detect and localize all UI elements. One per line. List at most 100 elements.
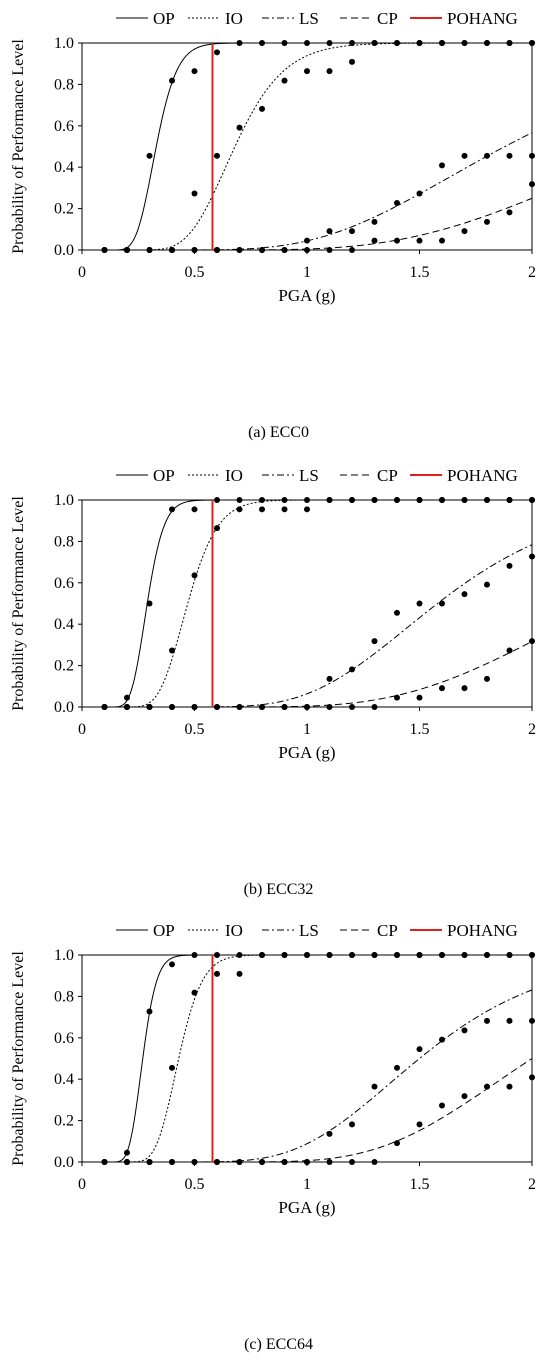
data-point-cp <box>349 1159 355 1165</box>
data-point-ls <box>326 1130 333 1137</box>
y-tick-label: 0.2 <box>54 658 74 675</box>
data-point-io <box>326 497 333 503</box>
x-axis-label: PGA (g) <box>278 286 335 305</box>
y-tick-label: 0.6 <box>54 118 74 135</box>
data-point-cp <box>169 247 175 253</box>
data-point-op <box>124 694 130 701</box>
x-tick-label: 0.5 <box>185 264 205 281</box>
data-point-cp <box>416 237 423 244</box>
data-point-op <box>191 952 198 958</box>
data-point-ls <box>349 666 355 673</box>
data-point-io <box>259 105 265 112</box>
data-point-cp <box>124 1159 130 1165</box>
data-point-io <box>484 497 490 503</box>
y-axis-label: Probability of Performance Level <box>10 951 27 1166</box>
curve-io <box>82 42 532 251</box>
legend-label-ls: LS <box>299 9 319 28</box>
data-point-io <box>529 40 535 46</box>
legend-label-ls: LS <box>299 921 319 940</box>
data-point-ls <box>529 152 535 159</box>
legend-label-op: OP <box>153 921 175 940</box>
data-point-io <box>394 952 400 958</box>
data-point-io <box>506 952 513 958</box>
data-point-op <box>124 1149 130 1156</box>
caption-b: (b) ECC32 <box>243 881 314 898</box>
data-point-op <box>349 40 355 46</box>
data-point-cp <box>416 694 423 701</box>
y-tick-label: 0.2 <box>54 201 74 218</box>
legend-b: OP IO LS CP POHANG <box>116 466 518 485</box>
data-point-ls <box>461 1027 468 1034</box>
legend-label-cp: CP <box>377 9 398 28</box>
x-tick-label: 0 <box>78 721 86 738</box>
data-point-op <box>169 506 175 513</box>
x-tick-label: 1.5 <box>410 264 430 281</box>
data-point-op <box>146 1008 153 1015</box>
data-point-ls <box>349 1121 355 1128</box>
y-tick-label: 0.4 <box>54 1071 74 1088</box>
data-point-ls <box>394 200 400 207</box>
caption-a: (a) ECC0 <box>248 424 309 441</box>
data-point-cp <box>326 247 333 253</box>
x-axis-label: PGA (g) <box>278 1198 335 1217</box>
data-point-cp <box>146 247 153 253</box>
data-point-cp <box>349 247 355 253</box>
data-point-cp <box>506 1083 513 1090</box>
data-point-cp <box>236 1159 243 1165</box>
x-tick-label: 0.5 <box>185 721 205 738</box>
y-tick-label: 0.8 <box>54 533 74 550</box>
data-point-cp <box>281 704 288 710</box>
x-tick-label: 0.5 <box>185 1176 205 1193</box>
data-point-cp <box>484 675 490 682</box>
legend-label-op: OP <box>153 9 175 28</box>
data-point-io <box>326 952 333 958</box>
curve-cp <box>82 1058 532 1163</box>
data-point-ls <box>529 1017 535 1024</box>
y-tick-label: 0.6 <box>54 1030 74 1047</box>
chart-b-svg: OP IO LS CP POHANG 0.0 0.2 0.4 0.6 0.8 1.0 0 0.5 1 1.5… <box>10 466 536 762</box>
data-point-cp <box>304 704 310 710</box>
legend-label-op: OP <box>153 466 175 485</box>
data-point-io <box>506 497 513 503</box>
caption-c: (c) ECC64 <box>244 1336 313 1353</box>
legend-label-ls: LS <box>299 466 319 485</box>
data-point-io <box>259 506 265 513</box>
data-point-cp <box>124 247 130 253</box>
data-point-io <box>529 497 535 503</box>
data-point-io <box>416 497 423 503</box>
data-point-cp <box>214 704 220 710</box>
curve-io <box>82 954 532 1163</box>
data-point-io <box>484 952 490 958</box>
data-point-op <box>191 68 198 75</box>
data-point-io <box>236 506 243 513</box>
data-point-ls <box>506 1017 513 1024</box>
data-point-cp <box>326 704 333 710</box>
data-point-io <box>191 572 198 579</box>
data-point-cp <box>394 1140 400 1147</box>
data-point-ls <box>439 1036 445 1043</box>
data-point-ls <box>506 152 513 159</box>
curve-ls <box>82 544 532 708</box>
y-tick-label: 0.6 <box>54 575 74 592</box>
x-tick-label: 2 <box>528 721 536 738</box>
data-point-op <box>326 40 333 46</box>
data-point-cp <box>101 1159 108 1165</box>
data-point-io <box>416 952 423 958</box>
data-point-cp <box>439 237 445 244</box>
data-point-cp <box>191 1159 198 1165</box>
data-point-io <box>439 952 445 958</box>
x-axis-label: PGA (g) <box>278 743 335 762</box>
data-point-cp <box>259 1159 265 1165</box>
x-tick-label: 2 <box>528 264 536 281</box>
data-point-cp <box>326 1159 333 1165</box>
data-point-io <box>439 40 445 46</box>
data-point-cp <box>529 1074 535 1081</box>
data-point-io <box>371 497 378 503</box>
data-point-io <box>191 190 198 197</box>
data-point-cp <box>416 1121 423 1128</box>
data-point-ls <box>416 1046 423 1053</box>
data-point-cp <box>371 1159 378 1165</box>
y-tick-label: 1.0 <box>54 35 74 52</box>
data-point-ls <box>484 581 490 588</box>
y-tick-label: 0.0 <box>54 699 74 716</box>
